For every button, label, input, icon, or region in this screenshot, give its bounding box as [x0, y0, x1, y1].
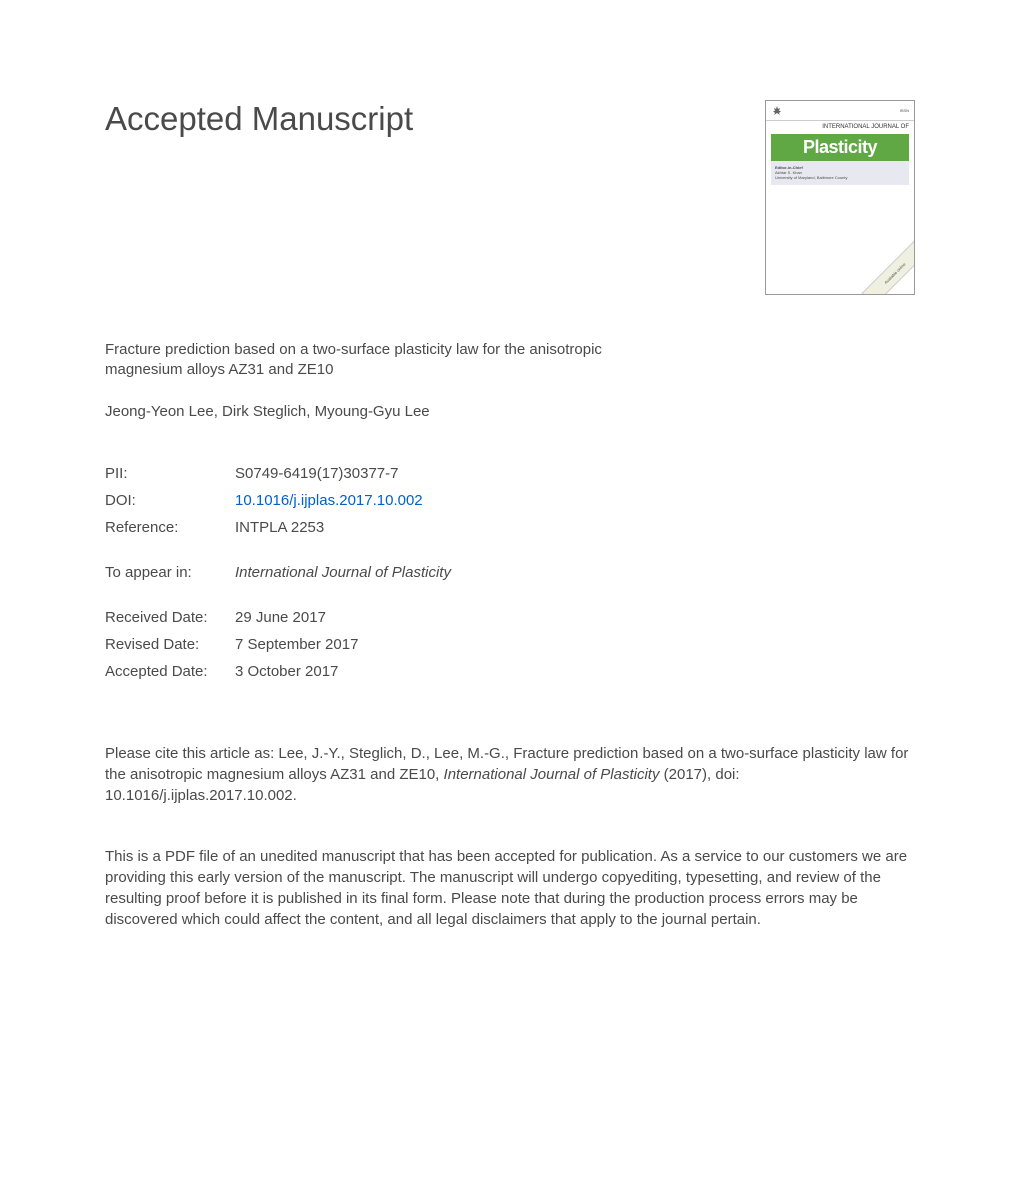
cover-title: Plasticity — [771, 137, 909, 158]
meta-label: To appear in: — [105, 564, 235, 581]
elsevier-logo-icon — [771, 105, 783, 117]
meta-row-revised: Revised Date: 7 September 2017 — [105, 631, 915, 658]
header-row: Accepted Manuscript ISSN INTERNATIONAL J… — [105, 100, 915, 295]
meta-row-reference: Reference: INTPLA 2253 — [105, 514, 915, 541]
cover-issn: ISSN — [900, 108, 909, 113]
authors: Jeong-Yeon Lee, Dirk Steglich, Myoung-Gy… — [105, 403, 915, 420]
meta-value: 29 June 2017 — [235, 609, 326, 626]
metadata-table: PII: S0749-6419(17)30377-7 DOI: 10.1016/… — [105, 460, 915, 685]
meta-row-pii: PII: S0749-6419(17)30377-7 — [105, 460, 915, 487]
meta-value: INTPLA 2253 — [235, 519, 324, 536]
cover-publisher-line: INTERNATIONAL JOURNAL OF — [766, 121, 914, 130]
meta-label: Revised Date: — [105, 636, 235, 653]
doi-link[interactable]: 10.1016/j.ijplas.2017.10.002 — [235, 492, 423, 509]
meta-label: Received Date: — [105, 609, 235, 626]
cover-ribbon: Available online — [862, 240, 915, 295]
cover-title-box: Plasticity — [771, 134, 909, 161]
cover-editor-box: Editor-in-Chief Akhtar S. Khan Universit… — [771, 161, 909, 185]
cover-header: ISSN — [766, 101, 914, 121]
meta-value: 3 October 2017 — [235, 663, 338, 680]
page-title: Accepted Manuscript — [105, 100, 413, 138]
disclaimer-text: This is a PDF file of an unedited manusc… — [105, 846, 915, 930]
citation-text: Please cite this article as: Lee, J.-Y.,… — [105, 743, 915, 806]
cover-editor-affil: University of Maryland, Baltimore County — [775, 175, 905, 180]
meta-row-to-appear: To appear in: International Journal of P… — [105, 559, 915, 586]
meta-label: Reference: — [105, 519, 235, 536]
meta-row-received: Received Date: 29 June 2017 — [105, 604, 915, 631]
meta-value: International Journal of Plasticity — [235, 564, 451, 581]
meta-label: Accepted Date: — [105, 663, 235, 680]
citation-journal: International Journal of Plasticity — [444, 766, 660, 783]
meta-row-accepted: Accepted Date: 3 October 2017 — [105, 658, 915, 685]
meta-label: PII: — [105, 465, 235, 482]
meta-row-doi: DOI: 10.1016/j.ijplas.2017.10.002 — [105, 487, 915, 514]
article-title: Fracture prediction based on a two-surfa… — [105, 340, 665, 381]
journal-cover-thumbnail: ISSN INTERNATIONAL JOURNAL OF Plasticity… — [765, 100, 915, 295]
meta-label: DOI: — [105, 492, 235, 509]
meta-value: S0749-6419(17)30377-7 — [235, 465, 398, 482]
meta-value: 7 September 2017 — [235, 636, 358, 653]
